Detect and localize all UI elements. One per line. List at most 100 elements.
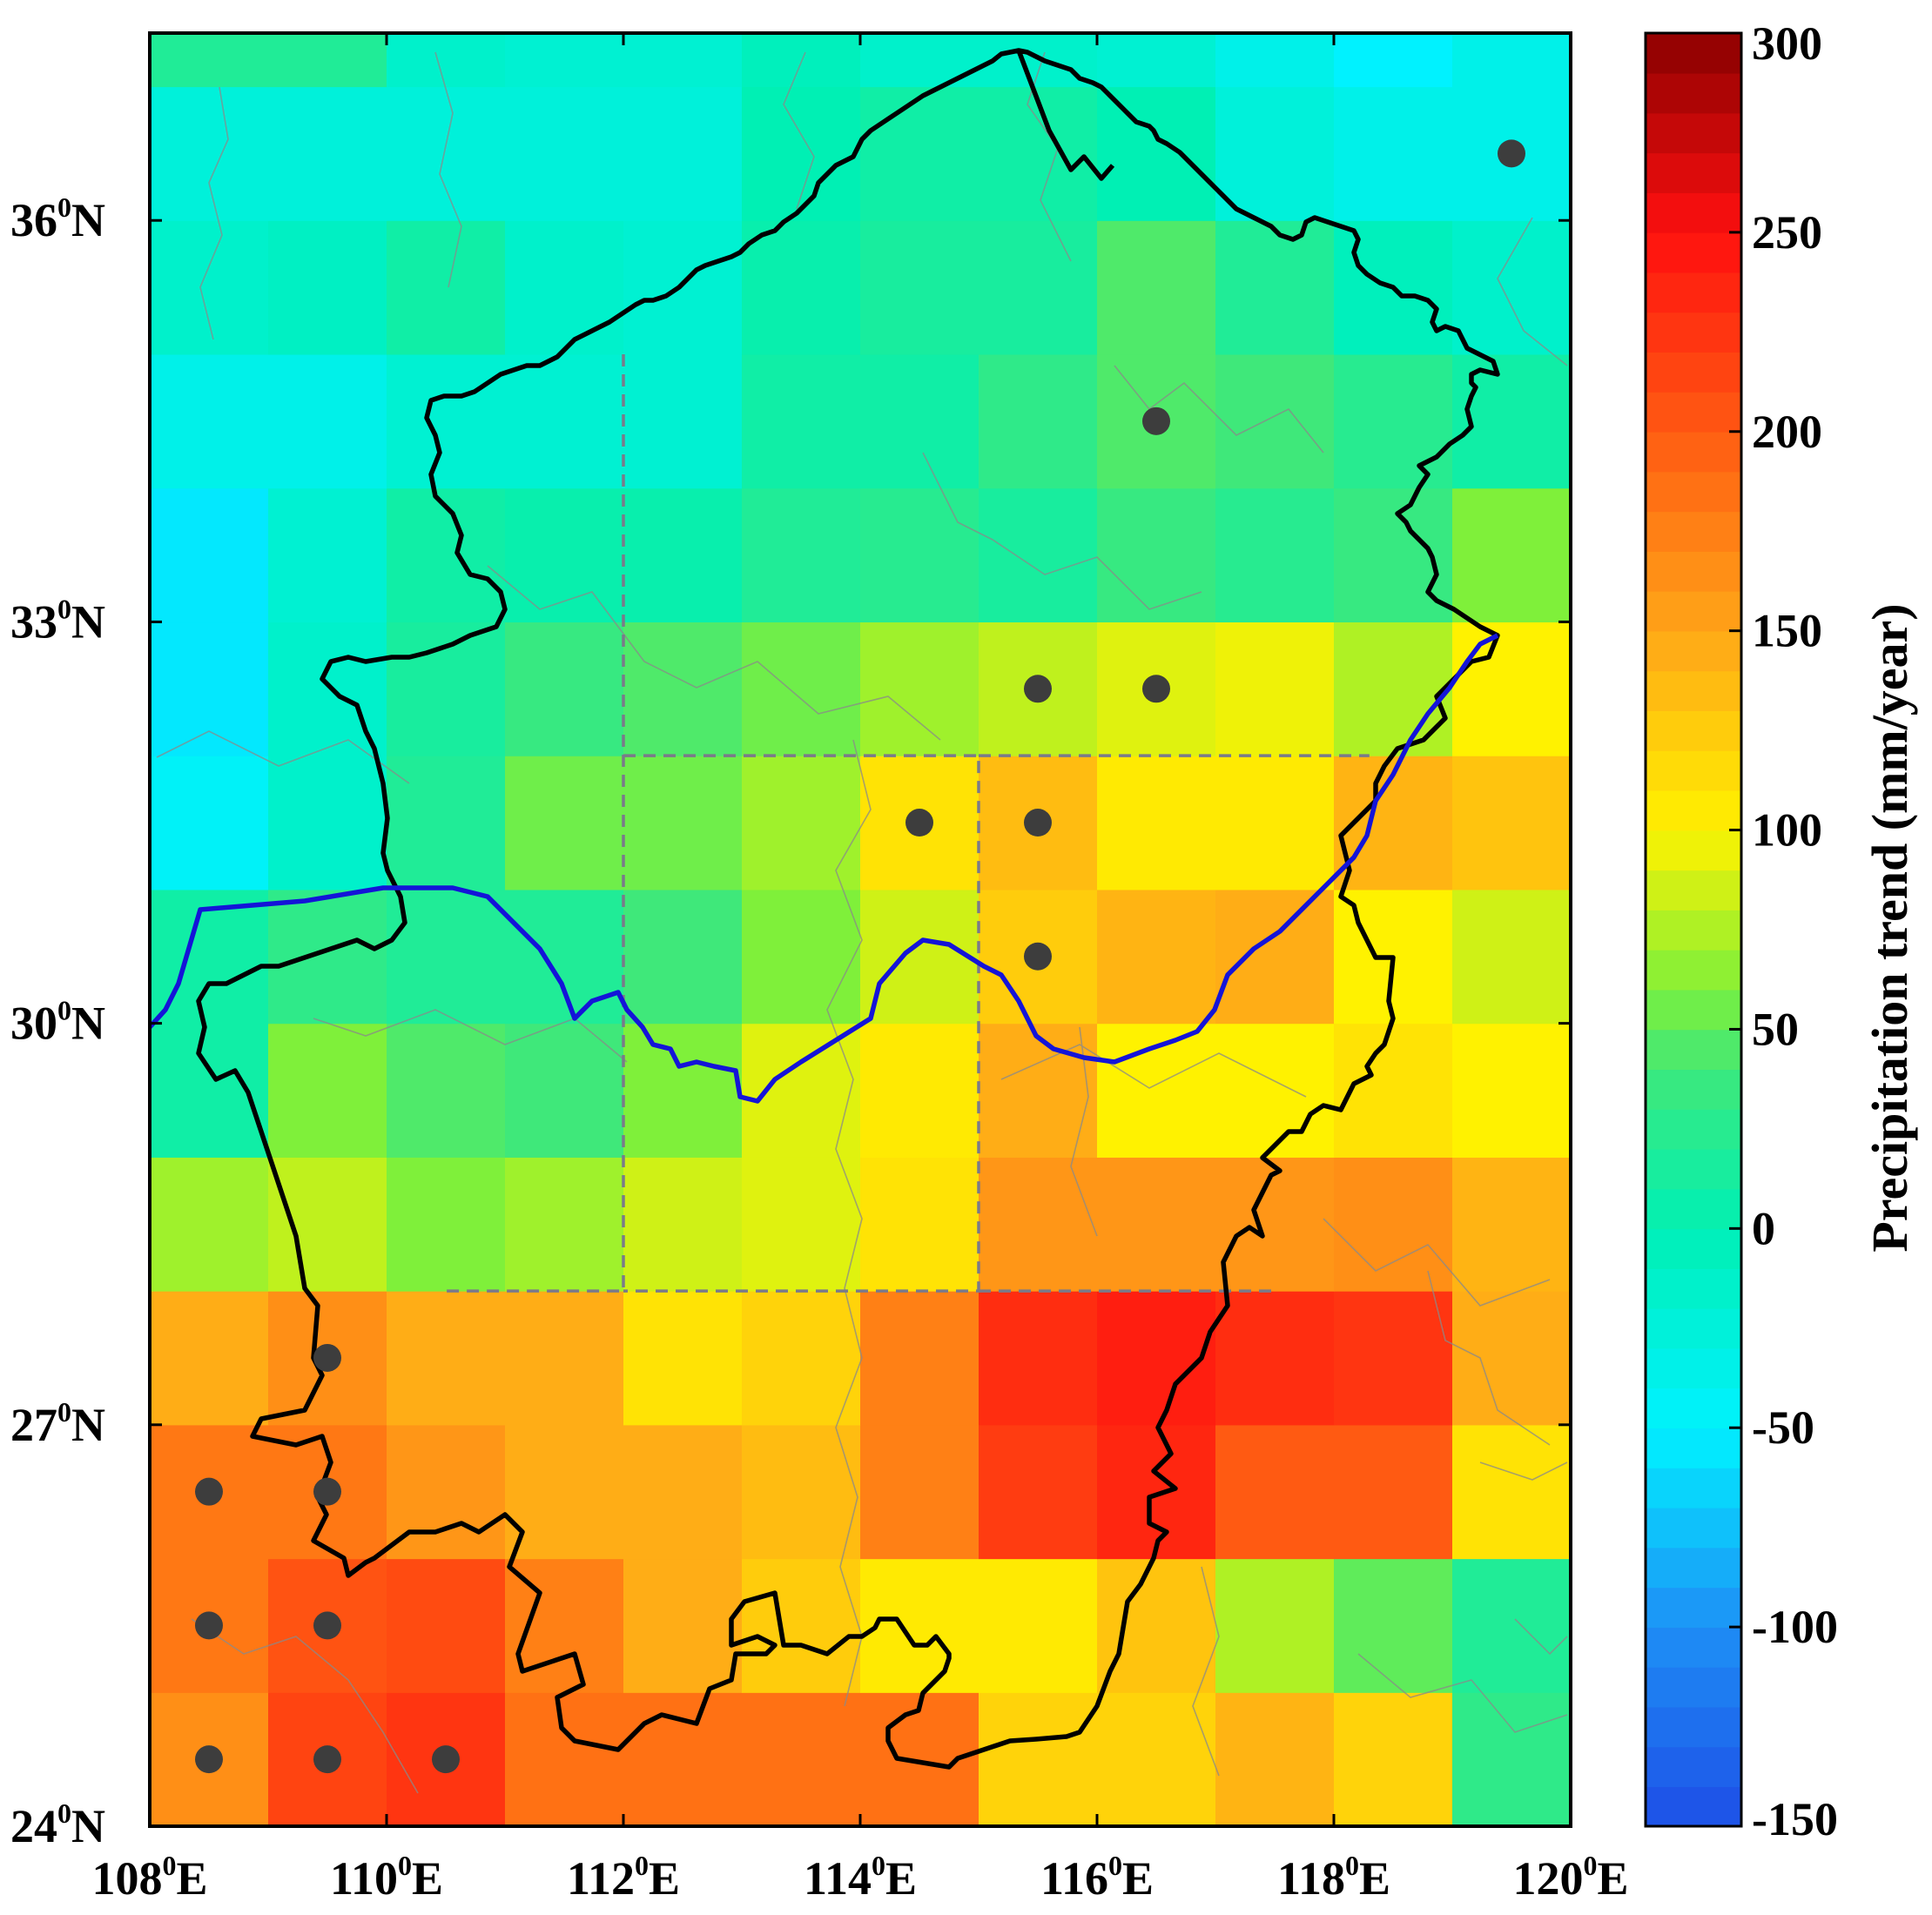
significance-dot: [313, 1477, 341, 1506]
grid-cell: [268, 1023, 387, 1158]
colorbar-segment: [1646, 710, 1741, 751]
grid-cell: [623, 756, 743, 890]
colorbar-segment: [1646, 1587, 1741, 1628]
colorbar-segment: [1646, 352, 1741, 393]
colorbar-segment: [1646, 1228, 1741, 1269]
grid-cell: [150, 622, 269, 756]
x-tick-label: 1180E: [1277, 1850, 1390, 1905]
grid-cell: [1334, 1424, 1453, 1560]
grid-cell: [742, 1424, 861, 1560]
significance-dot: [1142, 675, 1170, 703]
grid-cell: [268, 220, 387, 355]
grid-cell: [505, 353, 624, 489]
grid-cell: [387, 487, 506, 623]
grid-cell: [387, 1291, 506, 1426]
grid-cell: [150, 1291, 269, 1426]
grid-cell: [860, 1023, 979, 1158]
significance-dot: [1024, 942, 1052, 971]
grid-cell: [623, 220, 743, 355]
grid-cell: [742, 622, 861, 756]
grid-cell: [268, 487, 387, 623]
grid-cell: [742, 86, 861, 221]
grid-cell: [623, 86, 743, 221]
colorbar-segment: [1646, 1268, 1741, 1309]
colorbar: [1644, 31, 1743, 1828]
colorbar-tick-label: 250: [1752, 206, 1822, 259]
grid-cell: [1452, 1558, 1571, 1693]
colorbar-segment: [1646, 1188, 1741, 1230]
colorbar-segment: [1646, 192, 1741, 233]
colorbar-segment: [1646, 1627, 1741, 1668]
grid-cell: [1334, 1558, 1453, 1693]
grid-cell: [387, 86, 506, 221]
axis-ticks: [148, 33, 1572, 1828]
grid-cell: [1215, 622, 1335, 756]
grid-cell: [387, 756, 506, 890]
grid-cell: [1215, 353, 1335, 489]
grid-cell: [742, 33, 861, 88]
grid-cell: [623, 1692, 743, 1826]
grid-cell: [742, 1023, 861, 1158]
grid-cell: [1215, 33, 1335, 88]
grid-cell: [1334, 353, 1453, 489]
grid-cell: [1097, 1558, 1216, 1693]
colorbar-segment: [1646, 551, 1741, 592]
colorbar-segment: [1646, 1507, 1741, 1549]
grid-cell: [150, 33, 269, 88]
y-tick-label: 240N: [10, 1797, 105, 1852]
grid-cell: [268, 1157, 387, 1292]
colorbar-tick-label: 300: [1752, 17, 1822, 70]
colorbar-segment: [1646, 1069, 1741, 1110]
grid-cell: [1452, 1023, 1571, 1158]
grid-cell: [1097, 86, 1216, 221]
grid-cell: [623, 487, 743, 623]
grid-cell: [860, 1424, 979, 1560]
colorbar-segment: [1646, 1786, 1741, 1827]
significance-dot: [313, 1343, 341, 1372]
grid-cell: [1097, 1692, 1216, 1826]
x-tick-label: 1100E: [330, 1850, 443, 1905]
colorbar-tick-label: 0: [1752, 1202, 1775, 1254]
significance-dot: [195, 1477, 223, 1506]
grid-cell: [1452, 1692, 1571, 1826]
colorbar-segment: [1646, 989, 1741, 1031]
colorbar-tick-label: 150: [1752, 605, 1822, 657]
colorbar-segment: [1646, 910, 1741, 951]
grid-cell: [1452, 1157, 1571, 1292]
grid-cell: [505, 1157, 624, 1292]
grid-cell: [1215, 1424, 1335, 1560]
colorbar-segment: [1646, 1307, 1741, 1349]
grid-cell: [1097, 1157, 1216, 1292]
grid-cell: [505, 756, 624, 890]
significance-dot: [432, 1745, 460, 1774]
colorbar-segment: [1646, 431, 1741, 473]
grid-cell: [387, 1157, 506, 1292]
grid-cell: [1215, 1157, 1335, 1292]
grid-cell: [1334, 1023, 1453, 1158]
grid-cell: [742, 1157, 861, 1292]
significance-dot: [1024, 809, 1052, 837]
grid-cell: [623, 1558, 743, 1693]
grid-cell: [505, 1692, 624, 1826]
colorbar-segment: [1646, 670, 1741, 712]
grid-cell: [979, 220, 1098, 355]
grid-cell: [387, 889, 506, 1025]
x-tick-label: 1160E: [1040, 1850, 1154, 1905]
grid-cell: [1097, 220, 1216, 355]
colorbar-segment: [1646, 1109, 1741, 1150]
grid-cell: [742, 353, 861, 489]
colorbar-segment: [1646, 272, 1741, 313]
significance-dot: [195, 1611, 223, 1640]
grid-cell: [860, 487, 979, 623]
colorbar-segment: [1646, 33, 1741, 74]
grid-cell: [1334, 33, 1453, 88]
grid-cell: [150, 220, 269, 355]
grid-cell: [742, 1692, 861, 1826]
grid-cell: [742, 889, 861, 1025]
colorbar-segment: [1646, 1428, 1741, 1468]
grid-cell: [1215, 756, 1335, 890]
colorbar-tick-label: -50: [1752, 1401, 1814, 1454]
grid-cell: [387, 1023, 506, 1158]
colorbar-segment: [1646, 392, 1741, 433]
